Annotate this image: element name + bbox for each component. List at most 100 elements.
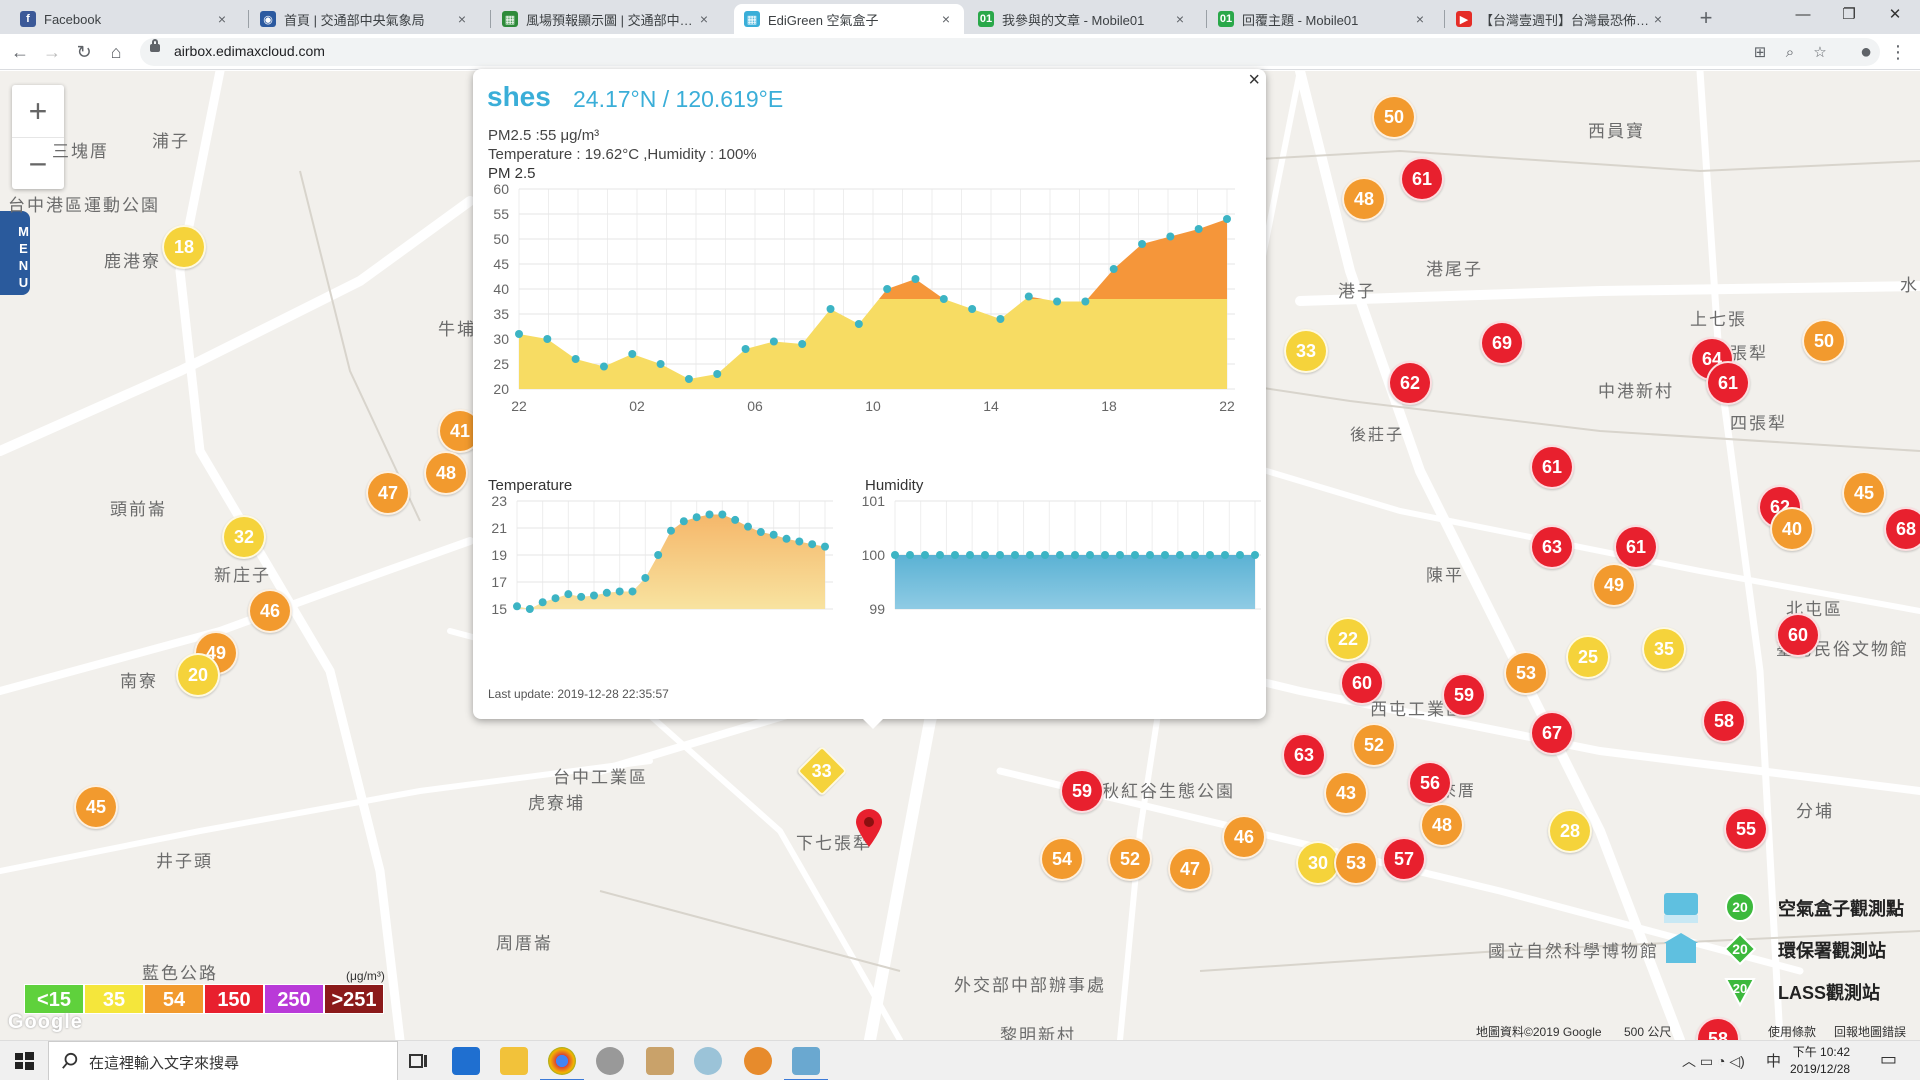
task-view-icon[interactable] [404,1047,432,1075]
air-quality-marker[interactable]: 48 [1342,177,1386,221]
data-point[interactable] [713,370,722,378]
data-point[interactable] [741,345,750,353]
data-point[interactable] [1146,551,1154,559]
data-point[interactable] [1101,551,1109,559]
air-quality-marker[interactable]: 45 [74,785,118,829]
data-point[interactable] [1251,551,1259,559]
reload-icon[interactable]: ↻ [76,42,92,62]
data-point[interactable] [731,515,740,524]
data-point[interactable] [782,534,791,543]
windows-start-icon[interactable] [10,1047,38,1075]
air-quality-marker[interactable]: 59 [1442,673,1486,717]
data-point[interactable] [692,513,701,522]
air-quality-marker[interactable]: 68 [1884,507,1920,551]
air-quality-marker[interactable]: 63 [1530,525,1574,569]
data-point[interactable] [1053,297,1062,306]
air-quality-marker[interactable]: 61 [1614,525,1658,569]
data-point[interactable] [1081,297,1090,306]
air-quality-marker[interactable]: 50 [1372,95,1416,139]
data-point[interactable] [1116,551,1124,559]
air-quality-marker[interactable]: 62 [1388,361,1432,405]
minimize-button[interactable]: — [1795,6,1811,23]
air-quality-marker[interactable]: 58 [1702,699,1746,743]
popup-close-button[interactable]: × [1248,69,1260,91]
data-point[interactable] [667,526,675,535]
data-point[interactable] [936,551,944,559]
browser-tab[interactable]: ▶ 【台灣壹週刊】台灣最恐佈的核...× [1446,4,1676,34]
data-point[interactable] [1223,215,1231,223]
air-quality-marker[interactable]: 53 [1334,841,1378,885]
air-quality-marker[interactable]: 60 [1340,661,1384,705]
air-quality-marker[interactable]: 60 [1776,613,1820,657]
data-point[interactable] [543,335,552,343]
air-quality-marker[interactable]: 56 [1408,761,1452,805]
menu-tab-button[interactable]: MENU [0,211,31,295]
data-point[interactable] [744,522,752,531]
air-quality-marker[interactable]: 57 [1382,837,1426,881]
input-method-indicator[interactable]: 中 [1766,1053,1782,1070]
data-point[interactable] [1138,240,1147,248]
data-point[interactable] [1206,551,1214,559]
data-point[interactable] [641,573,650,582]
data-point[interactable] [718,510,727,519]
forward-icon[interactable]: → [43,42,61,62]
tab-close-icon[interactable]: × [699,11,709,27]
air-quality-marker[interactable]: 55 [1724,807,1768,851]
data-point[interactable] [1191,551,1199,559]
report-map-error-link[interactable]: 回報地圖錯誤 [1834,1025,1907,1039]
data-point[interactable] [1071,551,1079,559]
data-point[interactable] [656,360,665,368]
browser-tab[interactable]: ◉ 首頁 | 交通部中央氣象局 × [250,4,480,34]
data-point[interactable] [939,295,948,303]
close-window-button[interactable]: ✕ [1888,6,1902,23]
air-quality-marker[interactable]: 22 [1326,617,1370,661]
edge-icon[interactable] [452,1047,480,1075]
browser-tab[interactable]: 01 回覆主題 - Mobile01 × [1208,4,1438,34]
data-point[interactable] [981,551,989,559]
data-point[interactable] [1011,551,1019,559]
air-quality-marker[interactable]: 45 [1842,471,1886,515]
air-quality-marker[interactable]: 35 [1642,627,1686,671]
zoom-in-button[interactable]: + [28,93,48,129]
data-point[interactable] [821,542,829,551]
air-quality-marker[interactable]: 69 [1480,321,1524,365]
data-point[interactable] [628,587,637,596]
air-quality-marker[interactable]: 59 [1060,769,1104,813]
app-icon-1[interactable] [596,1047,624,1075]
data-point[interactable] [1086,551,1094,559]
data-point[interactable] [921,551,929,559]
file-explorer-icon[interactable] [500,1047,528,1075]
data-point[interactable] [525,605,534,613]
data-point[interactable] [571,355,580,363]
data-point[interactable] [795,537,804,546]
tab-close-icon[interactable]: × [1415,11,1425,27]
data-point[interactable] [756,528,765,537]
air-quality-marker[interactable]: 28 [1548,809,1592,853]
data-point[interactable] [968,305,977,313]
data-point[interactable] [1161,551,1169,559]
air-quality-marker[interactable]: 25 [1566,635,1610,679]
air-quality-marker[interactable]: 53 [1504,651,1548,695]
data-point[interactable] [684,375,693,383]
taskbar-clock[interactable]: 下午 10:42 2019/12/28 [1790,1044,1850,1078]
browser-tab[interactable]: f Facebook × [10,4,240,34]
back-icon[interactable]: ← [11,42,29,62]
bookmark-star-icon[interactable]: ☆ [1813,44,1827,61]
air-quality-marker[interactable]: 61 [1706,361,1750,405]
app-icon-2[interactable] [646,1047,674,1075]
data-point[interactable] [1026,551,1034,559]
data-point[interactable] [951,551,959,559]
data-point[interactable] [513,602,521,611]
app-icon-5[interactable] [784,1047,828,1080]
system-tray-icons[interactable]: ︿ ▭ ◔ ◁) [1682,1053,1745,1069]
air-quality-marker[interactable]: 18 [162,225,206,269]
new-tab-button[interactable]: + [1699,5,1713,30]
data-point[interactable] [808,540,817,549]
app-icon-3[interactable] [694,1047,722,1075]
data-point[interactable] [906,551,914,559]
data-point[interactable] [966,551,974,559]
data-point[interactable] [1176,551,1184,559]
data-point[interactable] [769,337,778,346]
data-point[interactable] [1131,551,1139,559]
air-quality-marker[interactable]: 20 [176,653,220,697]
